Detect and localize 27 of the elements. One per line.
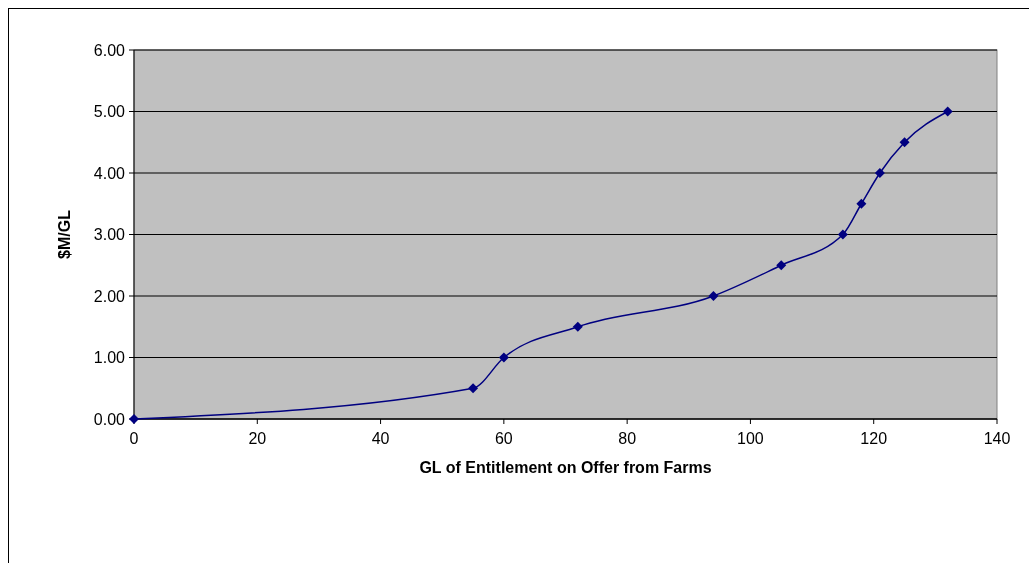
point — [708, 291, 719, 301]
x-tick-label: 0 — [129, 430, 139, 447]
point — [468, 383, 479, 394]
point — [899, 137, 910, 148]
point — [856, 198, 867, 209]
y-tick-label: 1.00 — [93, 349, 126, 367]
x-tick-label: 40 — [371, 430, 390, 447]
point — [837, 229, 848, 240]
y-tick-label: 3.00 — [93, 226, 126, 244]
x-tick-label: 140 — [983, 430, 1011, 447]
y-tick-label: 6.00 — [93, 41, 126, 59]
y-tick-label: 5.00 — [93, 103, 126, 121]
y-axis-title: $M/GL — [56, 209, 73, 259]
point — [498, 352, 509, 363]
x-tick-label: 80 — [618, 430, 637, 447]
x-tick-label: 20 — [248, 430, 267, 447]
point — [874, 168, 885, 178]
point — [776, 260, 787, 271]
point — [942, 106, 953, 117]
x-tick-label: 120 — [860, 430, 888, 447]
x-tick-label: 100 — [737, 430, 764, 447]
y-tick-label: 2.00 — [93, 287, 126, 305]
point — [572, 321, 583, 332]
x-tick-label: 60 — [494, 430, 513, 447]
x-axis-title: GL of Entitlement on Offer from Farms — [419, 459, 712, 476]
y-tick-label: 4.00 — [93, 164, 126, 182]
y-tick-label: 0.00 — [93, 410, 126, 428]
